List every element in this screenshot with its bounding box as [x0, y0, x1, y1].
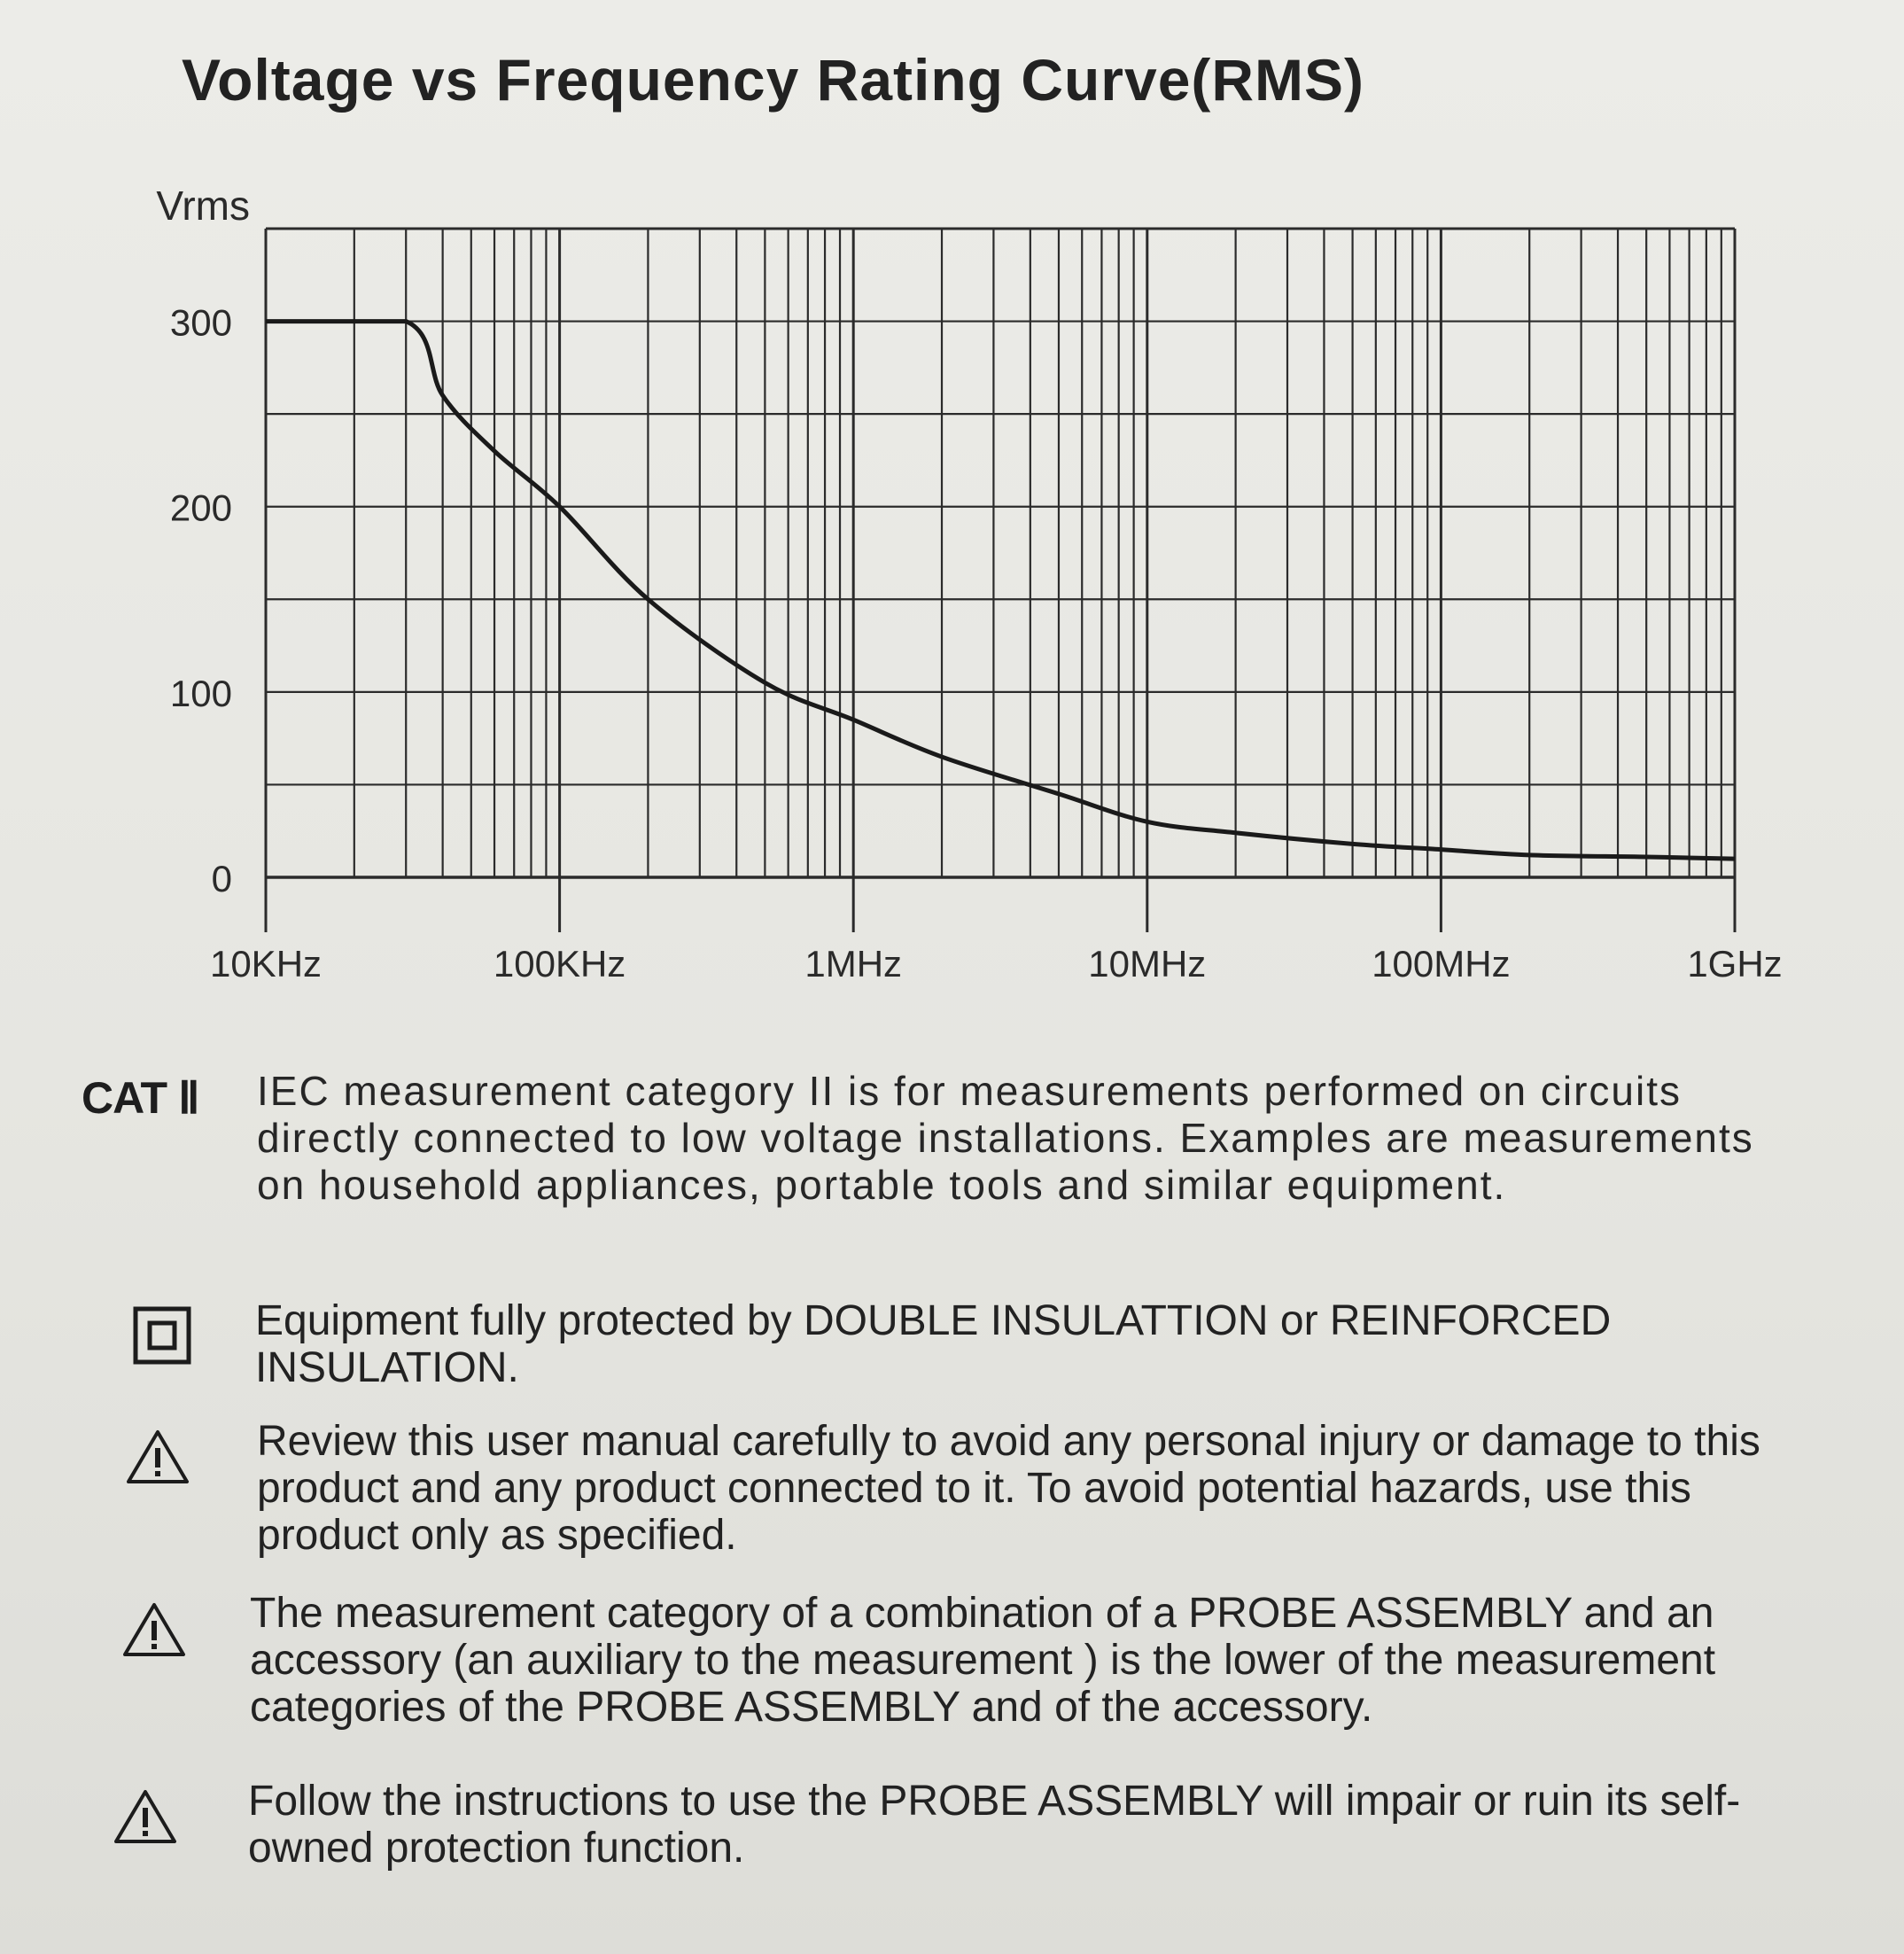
- x-tick-label: 1MHz: [804, 943, 902, 985]
- y-tick-label: 300: [170, 302, 232, 344]
- y-tick-label: 200: [170, 487, 232, 529]
- x-tick-label: 100KHz: [493, 943, 626, 985]
- x-tick-label: 100MHz: [1372, 943, 1510, 985]
- cat-ii-label: CAT Ⅱ: [82, 1073, 200, 1123]
- warning-text-measurement-category: The measurement category of a combinatio…: [250, 1590, 1716, 1731]
- rating-curve-chart: 10KHz 100KHz 1MHz 10MHz 100MHz 1GHz 0 100 200 300…: [156, 183, 1782, 985]
- chart-labels: 10KHz 100KHz 1MHz 10MHz 100MHz 1GHz 0 100 200 300…: [156, 183, 1782, 985]
- x-tick-label: 10MHz: [1088, 943, 1206, 985]
- rating-curve-line: [266, 319, 1736, 861]
- y-tick-label: 100: [170, 673, 232, 714]
- chart-series: [266, 319, 1736, 861]
- warning-text-protection-function: Follow the instructions to use the PROBE…: [248, 1778, 1741, 1872]
- warning-icon: [123, 1603, 185, 1656]
- warning-icon: [114, 1790, 176, 1843]
- y-tick-label: 0: [212, 858, 232, 899]
- double-insulation-text: Equipment fully protected by DOUBLE INSU…: [255, 1297, 1612, 1391]
- warning-text-review-manual: Review this user manual carefully to avo…: [257, 1418, 1760, 1559]
- x-tick-label: 10KHz: [210, 943, 322, 985]
- warning-icon: [127, 1430, 189, 1483]
- double-insulation-icon: [133, 1306, 191, 1365]
- y-axis-label: Vrms: [156, 183, 250, 229]
- chart-title: Voltage vs Frequency Rating Curve(RMS): [182, 47, 1365, 113]
- x-tick-label: 1GHz: [1687, 943, 1782, 985]
- chart-grid: [264, 227, 1737, 879]
- chart-axes: [264, 877, 1737, 932]
- cat-ii-description: IEC measurement category II is for measu…: [257, 1068, 1754, 1208]
